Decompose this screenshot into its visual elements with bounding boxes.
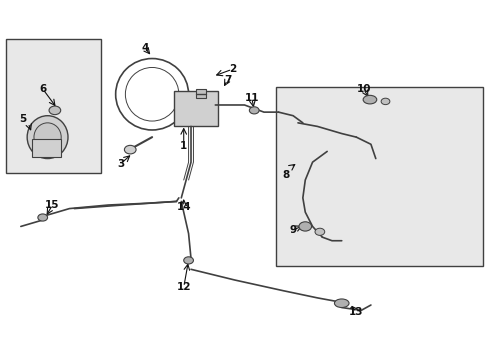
Ellipse shape [298,222,311,231]
Ellipse shape [27,116,68,158]
FancyBboxPatch shape [196,89,205,98]
Text: 8: 8 [282,170,289,180]
Text: 10: 10 [356,84,370,94]
Text: 3: 3 [117,159,124,169]
Text: 5: 5 [20,114,27,124]
Ellipse shape [34,123,61,152]
Ellipse shape [314,228,324,235]
Text: 2: 2 [228,64,236,74]
Text: 13: 13 [348,307,363,317]
Text: 15: 15 [45,200,60,210]
FancyBboxPatch shape [6,39,101,173]
FancyBboxPatch shape [32,139,61,157]
Ellipse shape [183,257,193,264]
Text: 4: 4 [141,43,148,53]
Ellipse shape [38,214,47,221]
Ellipse shape [249,107,259,114]
Text: 12: 12 [176,282,191,292]
Ellipse shape [380,98,389,105]
Ellipse shape [49,106,61,114]
FancyBboxPatch shape [276,87,482,266]
Text: 1: 1 [180,141,187,151]
Ellipse shape [124,145,136,154]
Text: 11: 11 [244,93,259,103]
Text: 6: 6 [39,84,46,94]
Text: 14: 14 [176,202,191,212]
Ellipse shape [363,95,376,104]
FancyBboxPatch shape [174,91,217,126]
Text: 9: 9 [289,225,296,235]
Text: 7: 7 [224,75,231,85]
Ellipse shape [334,299,348,307]
